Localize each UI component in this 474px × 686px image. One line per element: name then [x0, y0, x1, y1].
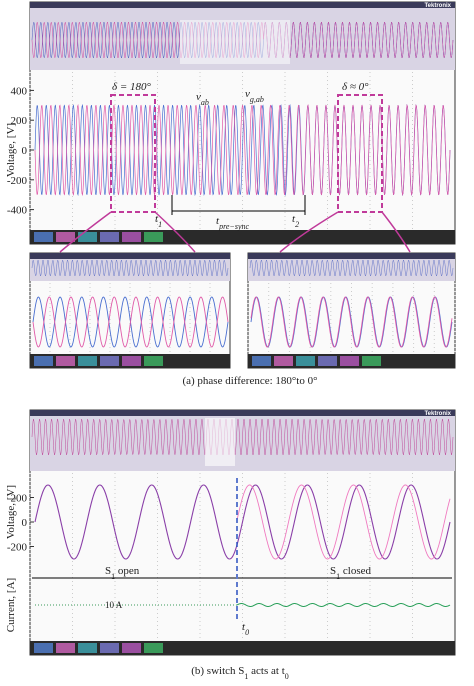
control-box: [144, 643, 163, 653]
control-box: [362, 356, 381, 366]
scope-header: [30, 2, 455, 8]
overview: [30, 416, 455, 471]
control-box: [100, 232, 119, 242]
caption: (b) switch S1 acts at t0: [191, 665, 289, 681]
control-box: [56, 643, 75, 653]
control-box: [56, 356, 75, 366]
control-box: [100, 643, 119, 653]
control-box: [78, 356, 97, 366]
annotation-part: S: [330, 565, 336, 577]
trace: [236, 484, 451, 560]
trace: [31, 259, 229, 277]
y-tick-label: 200: [11, 493, 28, 505]
annotation: vab: [196, 91, 209, 107]
overview-window: [180, 20, 290, 64]
annotation: δ = 180°: [112, 81, 152, 93]
control-box: [274, 356, 293, 366]
overview: [248, 259, 455, 281]
annotation-part: S: [105, 565, 111, 577]
trace: [236, 603, 451, 607]
control-box: [144, 356, 163, 366]
overview: [30, 259, 230, 281]
control-box: [78, 643, 97, 653]
annotation-part: v: [245, 88, 250, 100]
y-axis-label: Current, [A]: [5, 578, 17, 632]
trace: [34, 103, 451, 197]
annotation-part: closed: [340, 565, 371, 577]
control-box: [100, 356, 119, 366]
caption-part: 1: [244, 672, 248, 681]
annotation-part: v: [196, 91, 201, 103]
annotation: vg,ab: [245, 88, 264, 104]
annotation-part: 1: [158, 220, 162, 229]
y-tick-label: -200: [7, 175, 28, 187]
trace: [32, 296, 229, 348]
annotation: δ ≈ 0°: [342, 81, 369, 93]
annotation-part: t: [216, 215, 220, 227]
control-box: [34, 643, 53, 653]
annotation: S1 open: [105, 565, 140, 581]
scope-brand: Tektronix: [424, 3, 451, 9]
annotation: t0: [242, 621, 249, 637]
trace: [31, 418, 454, 456]
control-box: [34, 232, 53, 242]
control-box: [252, 356, 271, 366]
annotation: t1: [155, 213, 162, 229]
caption-part: (b) switch S: [191, 665, 244, 677]
overview-window: [205, 418, 235, 466]
trace: [34, 484, 451, 560]
trace: [249, 259, 454, 277]
annotation-part: pre−sync: [218, 222, 249, 231]
y-tick-label: -200: [7, 542, 28, 554]
annotation-part: 0: [245, 628, 249, 637]
scope-header: [30, 410, 455, 416]
annotation-part: 2: [295, 220, 299, 229]
annotation-part: g,ab: [250, 95, 264, 104]
y-axis-label: Voltage, [V]: [5, 485, 17, 539]
annotation-part: 1: [111, 572, 115, 581]
y-axis-label: Voltage, [V]: [5, 123, 17, 177]
scope-header: [248, 253, 455, 259]
control-box: [122, 232, 141, 242]
control-box: [122, 643, 141, 653]
control-box: [78, 232, 97, 242]
y-tick-label: 0: [22, 145, 28, 157]
annotation: S1 closed: [330, 565, 371, 581]
annotation-part: t: [292, 213, 296, 225]
caption-part: 0: [285, 672, 289, 681]
control-box: [56, 232, 75, 242]
caption: (a) phase difference: 180°to 0°: [182, 375, 317, 387]
annotation-part: t: [155, 213, 159, 225]
trace: [250, 296, 453, 348]
annotation-part: open: [115, 565, 140, 577]
callout: [59, 211, 411, 253]
annotation-part: ab: [201, 98, 209, 107]
annotation: tpre−sync: [216, 215, 249, 231]
y-tick-label: -400: [7, 205, 28, 217]
caption-part: acts at: [248, 665, 281, 677]
control-box: [318, 356, 337, 366]
trace: [250, 296, 453, 348]
y-tick-label: 200: [11, 115, 28, 127]
control-box: [296, 356, 315, 366]
y-tick-label: 0: [22, 517, 28, 529]
y-tick-label: 400: [11, 85, 28, 97]
annotation: t2: [292, 213, 299, 229]
scope-header: [30, 253, 230, 259]
annotation-part: 1: [336, 572, 340, 581]
control-box: [34, 356, 53, 366]
control-box: [122, 356, 141, 366]
control-box: [340, 356, 359, 366]
control-box: [144, 232, 163, 242]
annotation-part: t: [242, 621, 246, 633]
scale-label: 10 A: [105, 600, 123, 610]
caption-part: t: [282, 665, 285, 677]
scope-brand: Tektronix: [424, 411, 451, 417]
